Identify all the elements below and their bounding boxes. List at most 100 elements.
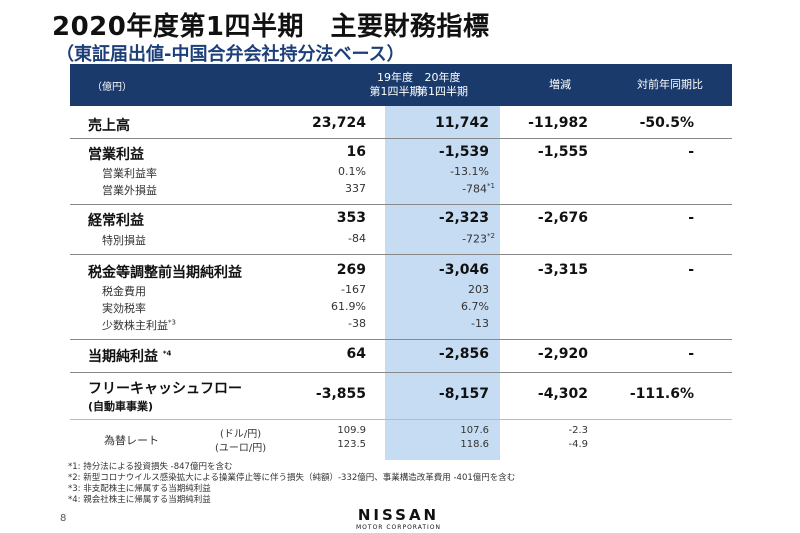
ord-fy20: -2,323 [438,210,489,226]
pretax-yoy: - [688,262,694,278]
extraordinary-fy20-value: -723 [462,232,488,246]
op-label: 営業利益 [88,147,144,163]
op-fy19: 16 [346,144,366,160]
row-operating-profit: 営業利益 16 -1,539 -1,555 - 営業利益率 0.1% -13.1… [70,140,732,202]
minority-fy19: -38 [348,317,366,330]
note-ref-1: *1 [487,182,495,190]
net-label-text: 当期純利益 [88,349,158,365]
divider [70,372,732,373]
fcf-fy19: -3,855 [315,386,366,402]
net-yoy: - [688,346,694,362]
page-number: 8 [60,513,67,524]
unit-label: （億円） [92,82,132,93]
extraordinary-fy20: -723*2 [462,232,495,246]
effective-tax-fy20: 6.7% [461,300,489,313]
net-fy19: 64 [346,346,366,362]
effective-tax-label: 実効税率 [102,302,146,315]
highlight-column [385,64,500,460]
fcf-yoy: -111.6% [629,386,694,402]
extraordinary-label: 特別損益 [102,234,146,247]
divider [70,339,732,340]
minority-label: 少数株主利益*3 [102,317,176,333]
fcf-label: フリーキャッシュフロー [88,381,242,397]
note-ref-3: *3 [168,318,176,327]
table-header: （億円） 19年度 第1四半期 20年度 第1四半期 増減 対前年同期比 [70,64,732,106]
nissan-logo: NISSAN MOTOR CORPORATION [356,506,441,531]
ord-yoy: - [688,210,694,226]
pretax-label: 税金等調整前当期純利益 [88,265,242,281]
sales-yoy: -50.5% [639,115,694,131]
row-pretax-income: 税金等調整前当期純利益 269 -3,046 -3,315 - 税金費用 -16… [70,256,732,336]
header-fy20q1: 20年度 第1四半期 [385,71,500,99]
non-op-label: 営業外損益 [102,184,157,197]
effective-tax-fy19: 61.9% [331,300,366,313]
minority-label-text: 少数株主利益 [102,319,168,332]
ord-change: -2,676 [537,210,588,226]
net-fy20: -2,856 [438,346,489,362]
sales-label: 売上高 [88,118,130,134]
op-change: -1,555 [537,144,588,160]
divider [70,138,732,139]
op-margin-fy19: 0.1% [338,165,366,178]
op-fy20: -1,539 [438,144,489,160]
fx-eur-unit: (ユーロ/円) [215,443,267,454]
sales-change: -11,982 [528,115,588,131]
header-fy20q1-line1: 20年度 [424,71,461,84]
divider [70,419,732,420]
fcf-sublabel: (自動車事業) [88,400,154,413]
header-fy19q1-line2: 第1四半期 [369,85,421,98]
divider [70,204,732,205]
row-sales: 売上高 23,724 11,742 -11,982 -50.5% [70,112,732,136]
fx-eur-fy19: 123.5 [337,439,366,450]
row-ordinary-profit: 経常利益 353 -2,323 -2,676 - 特別損益 -84 -723*2 [70,206,732,252]
fx-usd-fy19: 109.9 [337,425,366,436]
ord-label: 経常利益 [88,213,144,229]
footnotes: *1: 持分法による投資損失 -847億円を含む *2: 新型コロナウイルス感染… [68,462,515,506]
non-op-fy20-value: -784 [462,182,488,196]
row-free-cash-flow: フリーキャッシュフロー (自動車事業) -3,855 -8,157 -4,302… [70,374,732,416]
footnote-2: *2: 新型コロナウイルス感染拡大による操業停止等に伴う損失（純額）-332億円… [68,473,516,483]
footnote-1: *1: 持分法による投資損失 -847億円を含む [68,462,233,472]
fx-usd-change: -2.3 [568,425,588,436]
note-ref-4: *4 [162,349,172,358]
logo-name: NISSAN [357,506,440,524]
logo-subtext: MOTOR CORPORATION [356,524,441,531]
footnote-4: *4: 親会社株主に帰属する当期純利益 [68,495,211,505]
pretax-change: -3,315 [537,262,588,278]
header-fy20q1-line2: 第1四半期 [417,85,468,98]
tax-fy19: -167 [341,283,366,296]
fcf-change: -4,302 [537,386,588,402]
pretax-fy20: -3,046 [438,262,489,278]
tax-label: 税金費用 [102,285,146,298]
net-change: -2,920 [537,346,588,362]
fx-usd-unit: (ドル/円) [220,429,262,440]
page-title: 2020年度第1四半期 主要財務指標 [52,12,490,42]
row-fx-rate: 為替レート (ドル/円) (ユーロ/円) 109.9 123.5 107.6 1… [70,422,732,456]
header-fy19q1-line1: 19年度 [377,71,413,84]
footnote-3: *3: 非支配株主に帰属する当期純利益 [68,484,211,494]
fx-eur-change: -4.9 [568,439,588,450]
op-margin-label: 営業利益率 [102,167,157,180]
ord-fy19: 353 [336,210,366,226]
net-label: 当期純利益 *4 [88,346,171,366]
non-op-fy20: -784*1 [462,182,495,196]
op-yoy: - [688,144,694,160]
fx-eur-fy20: 118.6 [460,439,489,450]
op-margin-fy20: -13.1% [450,165,489,178]
sales-fy20: 11,742 [434,115,489,131]
pretax-fy19: 269 [336,262,366,278]
non-op-fy19: 337 [345,182,366,195]
divider [70,254,732,255]
header-fy19q1: 19年度 第1四半期 [350,71,440,99]
fx-usd-fy20: 107.6 [460,425,489,436]
header-yoy: 対前年同期比 [637,78,703,91]
minority-fy20: -13 [471,317,489,330]
note-ref-2: *2 [487,232,495,240]
tax-fy20: 203 [468,283,489,296]
extraordinary-fy19: -84 [348,232,366,245]
sales-fy19: 23,724 [311,115,366,131]
header-change: 増減 [549,78,571,91]
row-net-income: 当期純利益 *4 64 -2,856 -2,920 - [70,341,732,369]
fcf-fy20: -8,157 [438,386,489,402]
page-subtitle: （東証届出値-中国合弁会社持分法ベース） [56,44,405,65]
